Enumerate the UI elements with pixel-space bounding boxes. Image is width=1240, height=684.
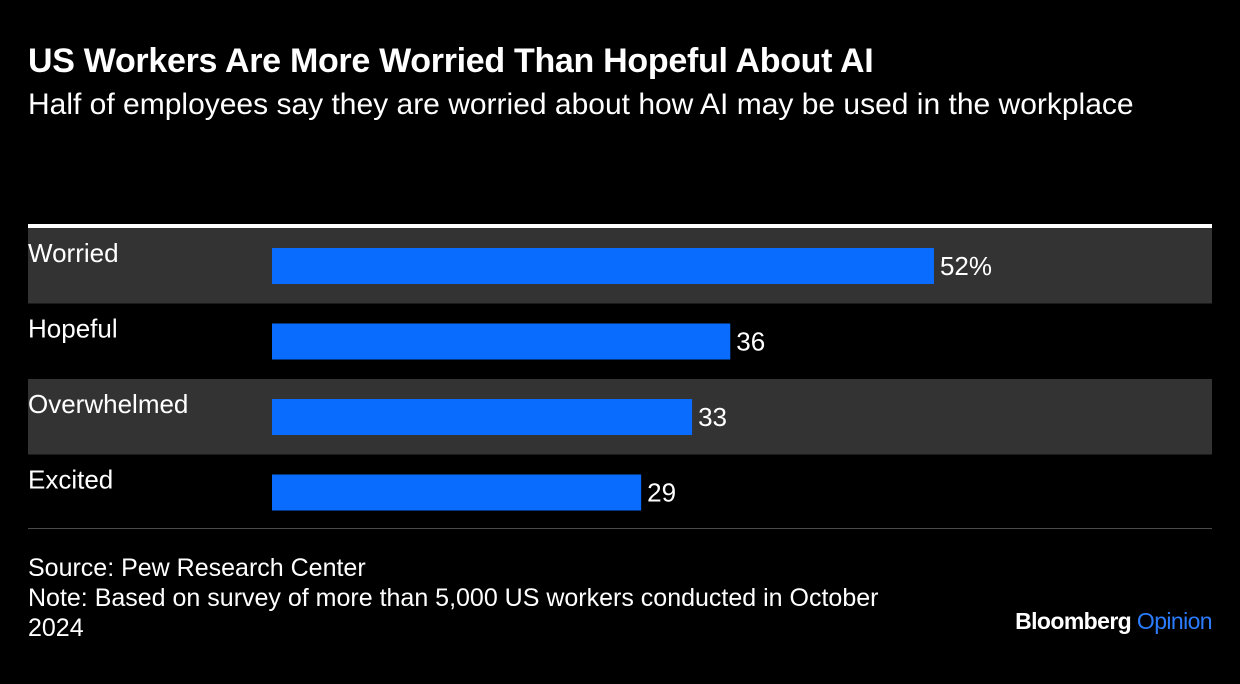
bottom-rule	[28, 528, 1212, 529]
survey-note: Note: Based on survey of more than 5,000…	[28, 584, 879, 642]
source-note: Source: Pew Research Center	[28, 554, 366, 582]
category-label: Overwhelmed	[28, 389, 188, 419]
chart-subtitle: Half of employees say they are worried a…	[28, 88, 1134, 121]
footnote: Source: Pew Research Center Note: Based …	[28, 553, 928, 643]
value-label: 52%	[940, 251, 992, 281]
value-label: 36	[736, 327, 765, 357]
bar	[272, 474, 642, 511]
brand-logo: Bloomberg Opinion	[1015, 608, 1212, 635]
brand-accent: Opinion	[1136, 608, 1213, 634]
chart-title: US Workers Are More Worried Than Hopeful…	[28, 42, 874, 80]
top-rule	[28, 224, 1212, 228]
value-label: 33	[698, 402, 727, 432]
bar	[272, 323, 731, 360]
category-label: Worried	[28, 238, 119, 268]
category-label: Hopeful	[28, 314, 118, 344]
bar	[272, 399, 693, 435]
value-label: 29	[647, 478, 676, 508]
category-label: Excited	[28, 465, 113, 495]
brand-name: Bloomberg	[1015, 608, 1132, 634]
bar	[272, 248, 934, 284]
